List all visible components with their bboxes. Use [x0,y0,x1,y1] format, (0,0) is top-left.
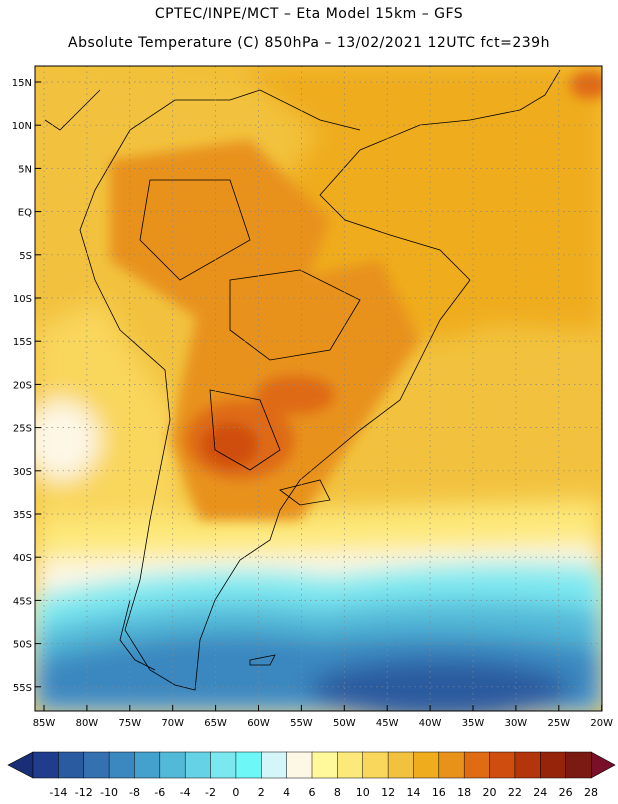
colorbar-swatch [235,751,262,779]
lon-label: 35W [462,718,485,729]
colorbar-arrow-low [7,751,34,779]
colorbar-label: 24 [533,786,547,799]
lat-label: 20S [13,380,32,391]
lat-label: 15S [13,337,32,348]
colorbar-label: -8 [129,786,140,799]
colorbar-swatch [489,751,516,779]
lon-label: 70W [161,718,184,729]
lat-label: 45S [13,596,32,607]
lat-label: 30S [13,467,32,478]
lon-label: 40W [419,718,442,729]
colorbar-swatch [311,751,338,779]
lat-label: 5N [18,164,32,175]
colorbar-swatch [134,751,161,779]
colorbar-swatch [362,751,389,779]
colorbar-swatch [540,751,567,779]
colorbar-label: -6 [154,786,165,799]
colorbar-label: 12 [381,786,395,799]
colorbar-swatch [159,751,186,779]
colorbar-label: 26 [559,786,573,799]
colorbar-label: 4 [283,786,290,799]
lat-label: 35S [13,510,32,521]
lon-label: 85W [33,718,56,729]
map-frame [34,65,603,712]
colorbar-label: -14 [49,786,67,799]
colorbar-swatch [565,751,592,779]
colorbar-swatch [463,751,491,779]
lon-label: 60W [247,718,270,729]
lon-label: 65W [204,718,227,729]
color-scale-bar: -14 -12 -10 -8 -6 -4 -2 0 2 4 6 8 10 12 14 16 18 20 22 24 26… [7,751,616,799]
colorbar-label: 16 [432,786,446,799]
lon-label: 75W [118,718,141,729]
colorbar-label: 14 [406,786,420,799]
map-subtitle: Absolute Temperature (C) 850hPa – 13/02/… [68,35,550,51]
colorbar-label: 18 [457,786,471,799]
colorbar-swatch [261,751,288,779]
colorbar-swatch [184,751,212,779]
map-title: CPTEC/INPE/MCT – Eta Model 15km – GFS [154,6,464,22]
colorbar-swatch [108,751,136,779]
lat-label: 40S [13,553,32,564]
colorbar-swatch [514,751,541,779]
lon-label: 25W [547,718,570,729]
coastlines [44,69,561,691]
lat-label: 25S [13,424,32,435]
lon-label: 80W [76,718,99,729]
lat-label: 5S [19,251,32,262]
colorbar-swatch [210,751,237,779]
lat-label: 10N [12,121,32,132]
lon-label: 55W [290,718,313,729]
colorbar-label: 22 [508,786,522,799]
colorbar-swatch [32,751,59,779]
colorbar-label: -4 [180,786,191,799]
colorbar-swatch [413,751,440,779]
lat-label: 55S [13,683,32,694]
colorbar-label: 28 [584,786,598,799]
lon-label: 50W [333,718,356,729]
colorbar-label: 2 [258,786,265,799]
lat-label: 50S [13,640,32,651]
colorbar-label: -10 [100,786,118,799]
temperature-field [35,66,602,711]
colorbar-label: 0 [232,786,239,799]
colorbar-swatch [387,751,415,779]
lat-label: EQ [18,208,32,219]
colorbar-label: 6 [309,786,316,799]
colorbar-swatch [286,751,313,779]
colorbar-label: 10 [356,786,370,799]
lat-label: 15N [12,78,32,89]
latitude-labels: 15N 10N 5N EQ 5S 10S 15S 20S 25S 30S 35S 40S 45S 50S 5… [12,78,32,694]
colorbar-label: 20 [483,786,497,799]
colorbar-swatch [337,751,364,779]
colorbar-arrow-high [590,751,616,779]
colorbar-label: 8 [334,786,341,799]
colorbar-swatch [83,751,110,779]
colorbar-swatch [438,751,465,779]
lat-label: 10S [13,294,32,305]
lon-label: 20W [590,718,613,729]
colorbar-swatch [58,751,85,779]
lon-label: 45W [376,718,399,729]
lon-label: 30W [505,718,528,729]
colorbar-label: -12 [75,786,93,799]
colorbar-label: -2 [205,786,216,799]
grid-lines [35,66,603,711]
longitude-labels: 85W 80W 75W 70W 65W 60W 55W 50W 45W 40W 35W 30W 25W 2… [33,718,613,729]
